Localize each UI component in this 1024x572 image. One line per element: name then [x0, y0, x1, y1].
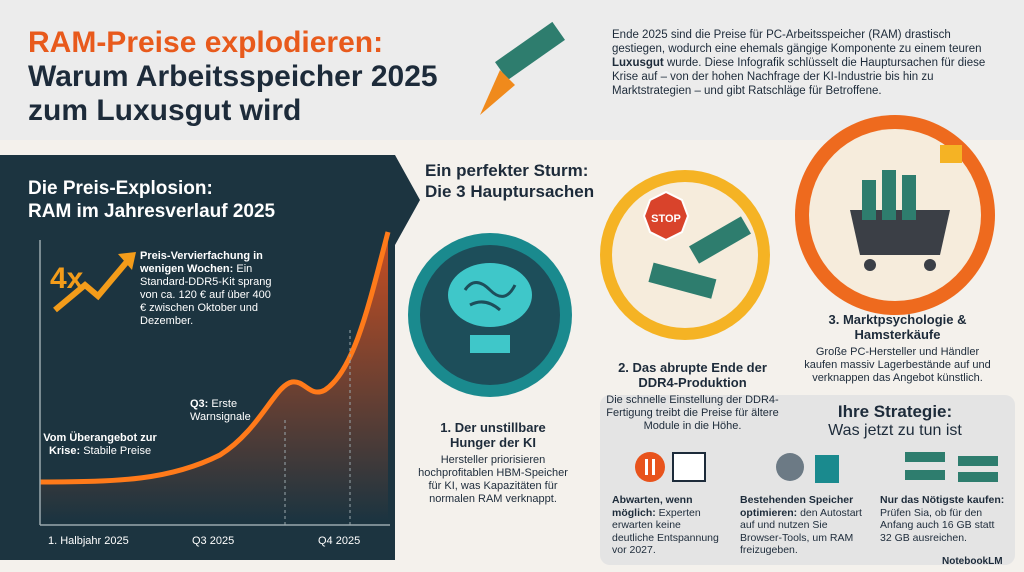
tip-text: Experten erwarten keine deutliche Entspa… [612, 506, 719, 557]
x-label: Q3 2025 [192, 535, 235, 547]
pause-bar [645, 459, 648, 475]
ram-icon [905, 470, 945, 480]
ram-icon [958, 472, 998, 482]
cause: 3. Marktpsychologie & Hamsterkäufe Große … [800, 312, 995, 385]
ram-icon [958, 456, 998, 466]
panel-title: Die Preis-Explosion: [28, 178, 213, 199]
brand: NotebookLM [942, 556, 1003, 567]
cause: 2. Das abrupte Ende der DDR4-Produktion D… [605, 360, 780, 433]
lock-icon [940, 145, 962, 163]
causes-title-line: Ein perfekter Sturm: [425, 161, 589, 180]
tip-heading: Bestehenden Speicher optimieren: [740, 494, 854, 519]
rocket-flame [480, 70, 515, 115]
strategy-subtitle: Was jetzt zu tun ist [828, 422, 962, 439]
intro-text: wurde. Diese Infografik schlüsselt die H… [612, 57, 986, 97]
ram-icon [905, 452, 945, 462]
pause-bar [652, 459, 655, 475]
wheel [924, 259, 936, 271]
tip-heading: Abwarten, wenn möglich: [612, 494, 693, 519]
x-label: 1. Halbjahr 2025 [48, 535, 129, 547]
arrow-head [118, 252, 136, 270]
annotation-label: Q3: [190, 398, 209, 410]
tip: Nur das Nötigste kaufen: Prüfen Sia, ob … [880, 494, 1005, 544]
cause-title: 2. Das abrupte Ende der DDR4-Produktion [618, 360, 767, 390]
tip: Bestehenden Speicher optimieren: den Aut… [740, 494, 865, 557]
intro: Ende 2025 sind die Preise für PC-Arbeits… [612, 28, 1007, 98]
title-line: Warum Arbeitsspeicher 2025 [28, 60, 438, 93]
strategy-heading: Ihre Strategie: Was jetzt zu tun ist [780, 402, 1010, 440]
intro-bold: Luxusgut [612, 57, 664, 69]
badge: 4x [50, 262, 84, 295]
panel-title: RAM im Jahresverlauf 2025 [28, 201, 276, 222]
tip-text: den Autostart auf und nutzen Sie Browser… [740, 506, 862, 557]
annotation-text: Stabile Preise [83, 445, 152, 457]
chip-icon [470, 335, 510, 353]
brain-folds [463, 281, 517, 312]
tip: Abwarten, wenn möglich: Experten erwarte… [612, 494, 722, 557]
ram-rocket [495, 21, 565, 81]
ram-stack [882, 170, 896, 220]
brain-icon [448, 263, 532, 327]
title-line: RAM-Preise explodieren: [28, 26, 384, 59]
tip-heading: Nur das Nötigste kaufen: [880, 494, 1005, 506]
causes-title: Ein perfekter Sturm: Die 3 Hauptursachen [425, 160, 594, 202]
price-area [40, 232, 388, 520]
stop-sign [642, 190, 690, 242]
annotation: Vom Überangebot zur Krise: Stabile Preis… [30, 432, 170, 458]
pause-icon [635, 452, 665, 482]
annotation-text: Erste Warnsignale [190, 398, 251, 423]
trend-arrow [53, 256, 133, 313]
price-curve [39, 231, 391, 485]
cause-text: Große PC-Hersteller und Händler kaufen m… [804, 346, 991, 384]
ram-module [648, 262, 717, 299]
cause-title: 3. Marktpsychologie & Hamsterkäufe [828, 312, 967, 342]
strategy-title: Ihre Strategie: [837, 402, 953, 421]
cause-circle-inner [612, 182, 758, 328]
calendar-icon [672, 452, 706, 482]
x-label: Q4 2025 [318, 535, 361, 547]
cart-icon [850, 210, 950, 255]
annotation-label: Vom Überangebot zur Krise: [43, 432, 157, 457]
callout-text: Ein Standard-DDR5-Kit sprang von ca. 120… [140, 263, 272, 327]
callout: Preis-Vervierfachung in wenigen Wochen: … [140, 250, 275, 328]
ram-module [689, 216, 751, 264]
gear-icon [776, 453, 804, 481]
cause-text: Die schnelle Einstellung der DDR4-Fertig… [606, 394, 779, 432]
annotation: Q3: Erste Warnsignale [190, 398, 270, 424]
cause-text: Hersteller priorisieren hochprofitablen … [418, 454, 568, 505]
callout-heading: Preis-Vervierfachung in wenigen Wochen: [140, 250, 263, 275]
trash-icon [815, 455, 839, 483]
cause-title: 1. Der unstillbare Hunger der KI [440, 420, 546, 450]
strategy-box [600, 395, 1015, 565]
causes-title-line: Die 3 Hauptursachen [425, 182, 595, 201]
tip-text: Prüfen Sia, ob für den Anfang auch 16 GB… [880, 506, 995, 544]
cause: 1. Der unstillbare Hunger der KI Herstell… [418, 420, 568, 506]
ram-stack [902, 175, 916, 220]
intro-text: Ende 2025 sind die Preise für PC-Arbeits… [612, 29, 982, 55]
wheel [864, 259, 876, 271]
title-line: zum Luxusgut wird [28, 94, 302, 127]
ram-stack [862, 180, 876, 220]
stop-label: STOP [651, 213, 681, 225]
